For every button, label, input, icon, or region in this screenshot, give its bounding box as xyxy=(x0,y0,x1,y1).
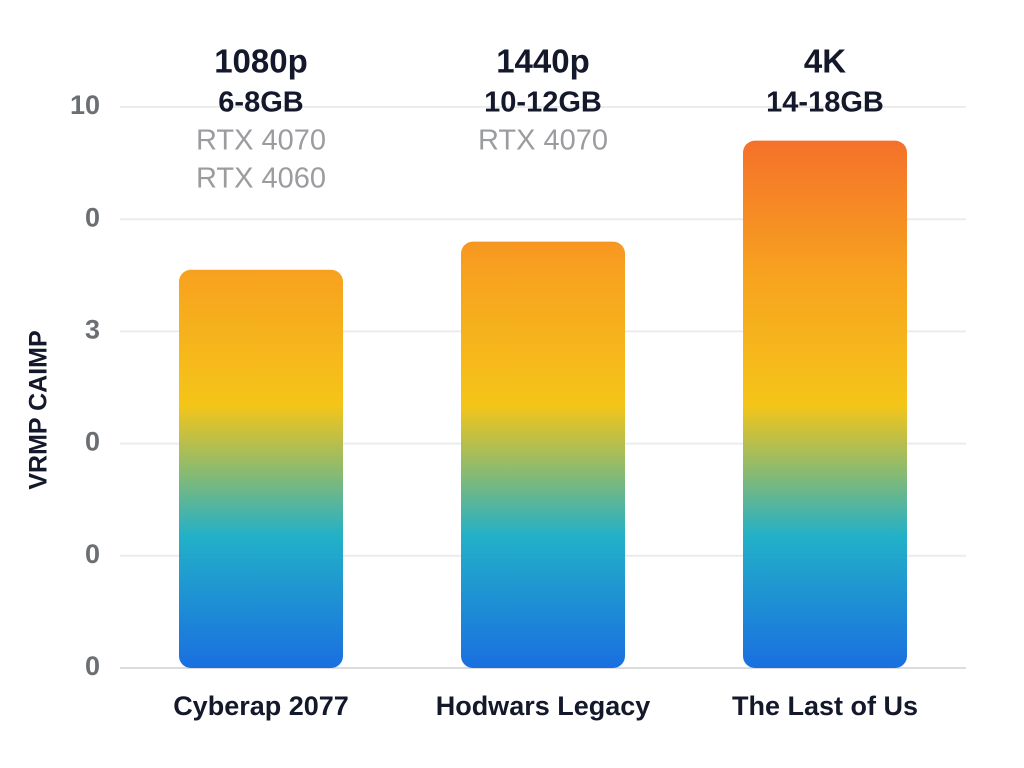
bar xyxy=(461,241,625,668)
gpu-label: RTX 4070 xyxy=(196,125,326,157)
y-tick-label: 0 xyxy=(85,202,100,232)
bar xyxy=(743,140,907,668)
x-tick-label: The Last of Us xyxy=(732,691,918,721)
resolution-label: 4K xyxy=(804,43,846,80)
y-tick-label: 10 xyxy=(70,90,100,120)
gpu-label: RTX 4060 xyxy=(196,163,326,195)
x-tick-label: Cyberap 2077 xyxy=(173,691,349,721)
y-tick-label: 0 xyxy=(85,539,100,569)
y-tick-label: 0 xyxy=(85,651,100,681)
resolution-label: 1440p xyxy=(496,43,590,80)
gpu-label: RTX 4070 xyxy=(478,125,608,157)
y-axis-label: VRMP CAIMP xyxy=(25,330,53,489)
resolution-label: 1080p xyxy=(214,43,308,80)
x-tick-label: Hodwars Legacy xyxy=(436,691,651,721)
bar xyxy=(179,269,343,668)
y-tick-label: 0 xyxy=(85,427,100,457)
vram-label: 14-18GB xyxy=(766,87,884,119)
y-tick-label: 3 xyxy=(85,315,100,345)
vram-label: 10-12GB xyxy=(484,87,602,119)
vram-label: 6-8GB xyxy=(218,87,303,119)
